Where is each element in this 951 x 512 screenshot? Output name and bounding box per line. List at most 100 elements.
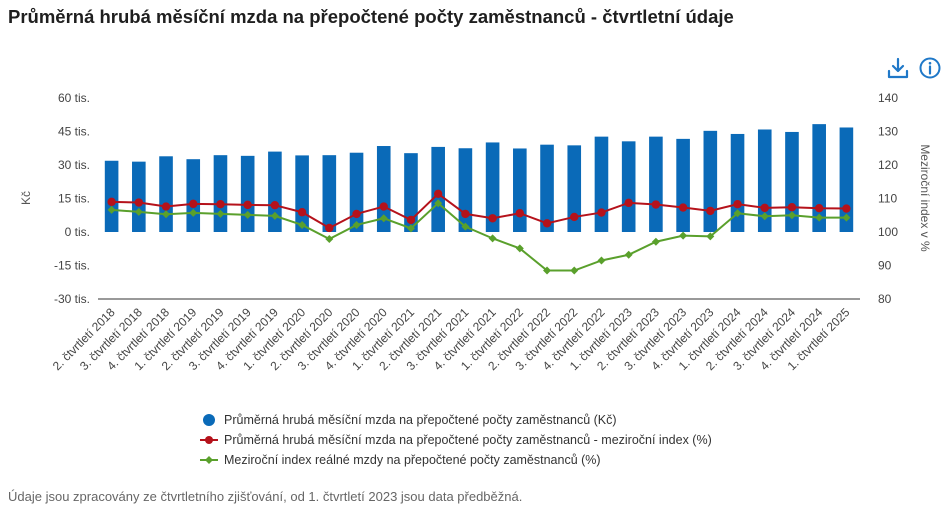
legend-item-nominal-index[interactable]: Průměrná hrubá měsíční mzda na přepočten… xyxy=(200,430,712,450)
point[interactable] xyxy=(270,211,279,220)
point[interactable] xyxy=(624,250,633,259)
point[interactable] xyxy=(651,237,660,246)
point[interactable] xyxy=(325,223,334,233)
left-tick-label: 60 tis. xyxy=(58,91,90,105)
point[interactable] xyxy=(597,256,606,265)
bar[interactable] xyxy=(485,142,500,232)
chart-title: Průměrná hrubá měsíční mzda na přepočten… xyxy=(8,6,734,27)
point[interactable] xyxy=(379,202,388,211)
point[interactable] xyxy=(570,212,579,222)
point[interactable] xyxy=(162,210,171,219)
point[interactable] xyxy=(461,222,470,231)
bar[interactable] xyxy=(812,124,826,232)
point[interactable] xyxy=(352,220,361,229)
point[interactable] xyxy=(733,199,742,209)
point[interactable] xyxy=(597,208,606,217)
point[interactable] xyxy=(515,244,524,253)
left-tick-label: 30 tis. xyxy=(58,158,90,172)
point[interactable] xyxy=(243,200,252,210)
download-icon[interactable] xyxy=(886,56,910,80)
point[interactable] xyxy=(706,232,715,241)
legend-label: Průměrná hrubá měsíční mzda na přepočten… xyxy=(224,433,712,447)
point[interactable] xyxy=(842,213,851,222)
point[interactable] xyxy=(570,266,579,275)
point[interactable] xyxy=(216,199,225,209)
point[interactable] xyxy=(379,214,388,223)
bar[interactable] xyxy=(649,136,663,232)
point[interactable] xyxy=(760,203,769,213)
point[interactable] xyxy=(815,213,824,222)
legend: Průměrná hrubá měsíční mzda na přepočten… xyxy=(200,410,712,470)
point[interactable] xyxy=(842,204,851,213)
bar[interactable] xyxy=(431,146,445,232)
point[interactable] xyxy=(406,224,415,233)
point[interactable] xyxy=(488,234,497,243)
point[interactable] xyxy=(543,266,552,275)
point[interactable] xyxy=(161,202,171,211)
point[interactable] xyxy=(107,197,116,207)
left-tick-label: 45 tis. xyxy=(58,125,90,139)
point[interactable] xyxy=(542,219,552,228)
bar[interactable] xyxy=(349,152,364,232)
point[interactable] xyxy=(134,207,143,216)
point[interactable] xyxy=(461,209,470,219)
point[interactable] xyxy=(433,189,443,199)
bar[interactable] xyxy=(404,153,418,232)
legend-item-bars[interactable]: Průměrná hrubá měsíční mzda na přepočten… xyxy=(200,410,712,430)
bar[interactable] xyxy=(240,155,255,232)
bar[interactable] xyxy=(268,151,282,232)
bar[interactable] xyxy=(513,148,527,232)
point[interactable] xyxy=(760,212,769,221)
bar[interactable] xyxy=(703,130,718,232)
bar[interactable] xyxy=(621,141,636,232)
info-icon[interactable] xyxy=(918,56,942,80)
point[interactable] xyxy=(189,199,198,209)
bar[interactable] xyxy=(186,159,201,232)
bar-series xyxy=(104,124,854,232)
bar[interactable] xyxy=(540,144,554,232)
point[interactable] xyxy=(733,209,742,218)
point[interactable] xyxy=(678,203,688,212)
point[interactable] xyxy=(298,220,307,229)
point[interactable] xyxy=(189,208,198,217)
point[interactable] xyxy=(406,215,416,225)
bar[interactable] xyxy=(376,146,391,232)
legend-item-real-index[interactable]: Meziroční index reálné mzdy na přepočten… xyxy=(200,450,712,470)
point[interactable] xyxy=(434,199,443,208)
point[interactable] xyxy=(679,231,688,240)
point[interactable] xyxy=(270,201,280,210)
point[interactable] xyxy=(297,208,307,217)
bar[interactable] xyxy=(458,148,473,232)
left-tick-label: -15 tis. xyxy=(54,259,90,273)
bar[interactable] xyxy=(839,127,854,232)
point[interactable] xyxy=(243,210,252,219)
right-axis-label: Meziroční index v % xyxy=(918,144,932,252)
bar[interactable] xyxy=(213,155,228,232)
point[interactable] xyxy=(814,204,824,213)
bar[interactable] xyxy=(567,145,582,232)
point[interactable] xyxy=(216,209,225,218)
point[interactable] xyxy=(352,209,361,219)
point[interactable] xyxy=(107,205,116,214)
bar[interactable] xyxy=(132,161,146,232)
point[interactable] xyxy=(134,198,144,207)
point[interactable] xyxy=(624,198,633,208)
bar[interactable] xyxy=(295,155,309,232)
point[interactable] xyxy=(325,235,334,244)
left-tick-label: 15 tis. xyxy=(58,192,90,206)
right-tick-label: 90 xyxy=(878,259,892,273)
bar[interactable] xyxy=(159,156,173,232)
point[interactable] xyxy=(515,209,525,218)
right-tick-label: 120 xyxy=(878,158,898,172)
bar[interactable] xyxy=(104,160,119,232)
point[interactable] xyxy=(787,211,796,220)
bar[interactable] xyxy=(322,155,337,232)
legend-label: Průměrná hrubá měsíční mzda na přepočten… xyxy=(224,413,617,427)
point[interactable] xyxy=(706,206,715,216)
point[interactable] xyxy=(787,203,797,212)
point[interactable] xyxy=(651,200,661,209)
bar[interactable] xyxy=(730,133,745,232)
point[interactable] xyxy=(488,214,497,223)
bar[interactable] xyxy=(594,136,609,232)
bar[interactable] xyxy=(676,138,690,232)
